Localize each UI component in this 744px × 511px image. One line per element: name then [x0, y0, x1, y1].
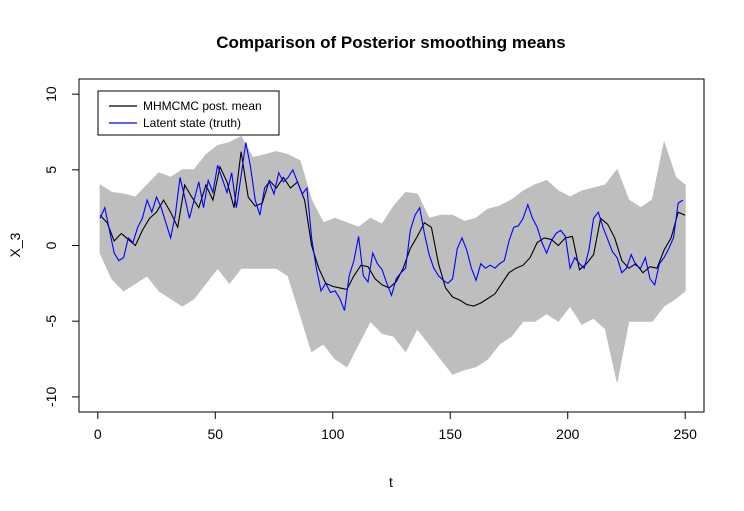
- x-tick-label: 0: [94, 426, 102, 442]
- latent-state-line: [99, 142, 684, 311]
- y-tick-label: -5: [43, 315, 59, 328]
- y-axis: -10 -5 0 5 10: [43, 86, 80, 407]
- y-tick-label: 5: [43, 166, 59, 174]
- y-axis-label: X_3: [7, 232, 23, 257]
- legend-box: [97, 90, 280, 136]
- posterior-band-area: [99, 135, 686, 382]
- y-tick-label: 10: [43, 86, 59, 102]
- x-tick-label: 250: [674, 426, 698, 442]
- posterior-sample-band: [99, 135, 686, 382]
- chart-title: Comparison of Posterior smoothing means: [216, 33, 566, 52]
- mhmcmc-mean-line: [99, 151, 686, 307]
- legend-label-latent-state: Latent state (truth): [143, 116, 241, 130]
- legend-label-mhmcmc: MHMCMC post. mean: [143, 99, 262, 113]
- x-tick-label: 50: [207, 426, 223, 442]
- series-lines: [99, 142, 686, 311]
- x-axis-label: t: [389, 474, 393, 490]
- x-tick-label: 100: [321, 426, 345, 442]
- x-tick-label: 150: [439, 426, 463, 442]
- x-axis: 0 50 100 150 200 250: [94, 411, 698, 442]
- x-tick-label: 200: [556, 426, 580, 442]
- y-tick-label: 0: [43, 241, 59, 249]
- legend: MHMCMC post. mean Latent state (truth): [97, 90, 280, 136]
- y-tick-label: -10: [43, 387, 59, 407]
